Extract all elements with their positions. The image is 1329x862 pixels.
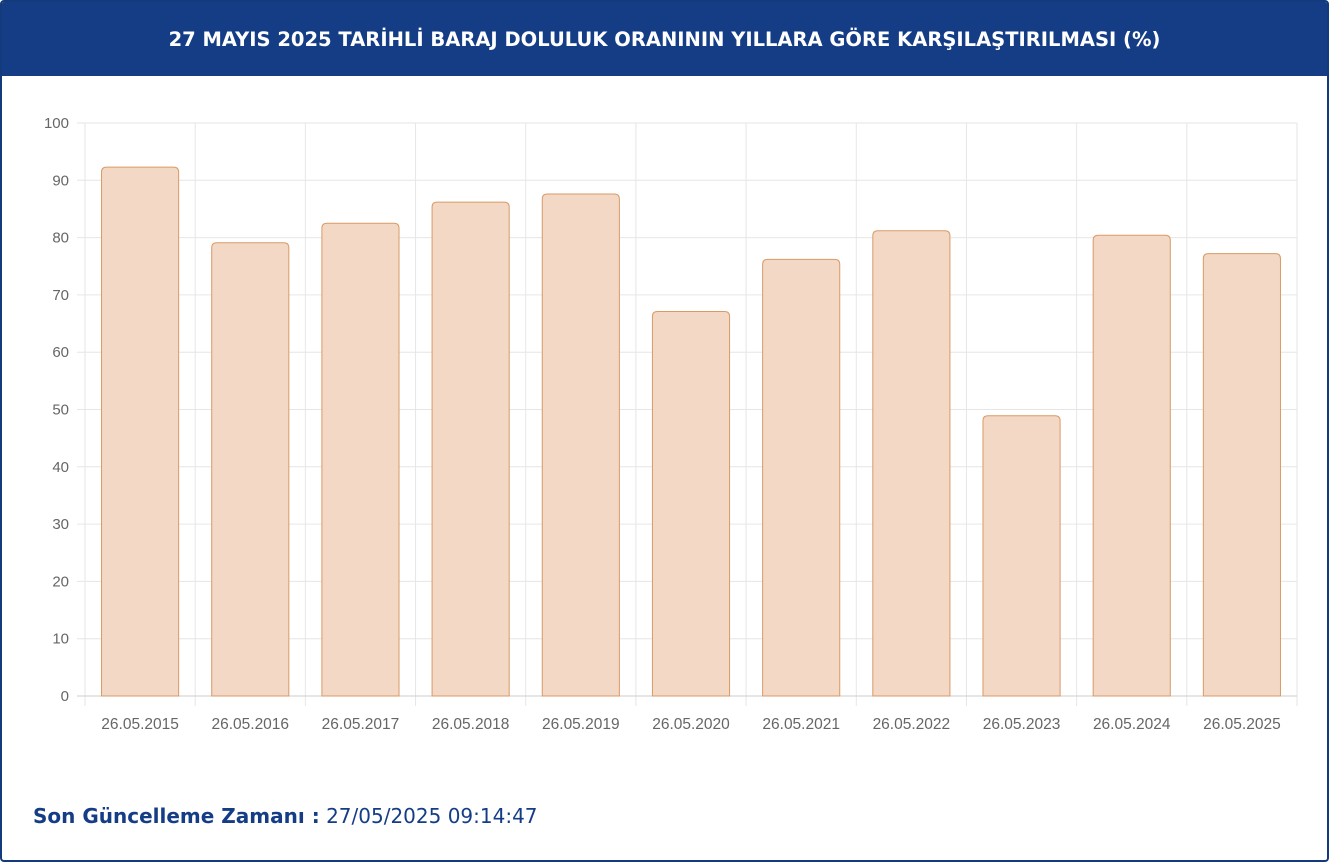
chart-header: 27 MAYIS 2025 TARİHLİ BARAJ DOLULUK ORAN… (2, 2, 1327, 76)
x-tick-label: 26.05.2021 (762, 716, 840, 733)
chart-title: 27 MAYIS 2025 TARİHLİ BARAJ DOLULUK ORAN… (168, 27, 1161, 51)
x-tick-label: 26.05.2016 (211, 716, 289, 733)
bar-chart: 0 10 20 30 40 50 60 70 80 90 100 26.05.2015 26.05.20… (44, 115, 1298, 733)
y-tick-label: 20 (52, 573, 69, 590)
bar (872, 230, 951, 697)
y-tick-label: 80 (52, 230, 69, 247)
y-tick-label: 30 (52, 516, 69, 533)
x-tick-label: 26.05.2023 (983, 716, 1061, 733)
y-tick-label: 10 (52, 631, 69, 648)
x-tick-label: 26.05.2015 (101, 716, 179, 733)
x-tick-label: 26.05.2025 (1203, 716, 1281, 733)
bar (762, 258, 841, 697)
x-tick-label: 26.05.2018 (432, 716, 510, 733)
x-tick-label: 26.05.2017 (322, 716, 400, 733)
last-update-label: Son Güncelleme Zamanı : (33, 804, 320, 828)
last-update: Son Güncelleme Zamanı : 27/05/2025 09:14… (33, 804, 538, 828)
x-tick-label: 26.05.2020 (652, 716, 730, 733)
bar (1202, 253, 1281, 697)
y-tick-label: 90 (52, 172, 69, 189)
y-tick-label: 40 (52, 459, 69, 476)
last-update-value: 27/05/2025 09:14:47 (326, 804, 538, 828)
x-tick-label: 26.05.2019 (542, 716, 620, 733)
bar (541, 193, 620, 697)
bar (101, 166, 180, 697)
y-tick-label: 70 (52, 287, 69, 304)
y-tick-label: 60 (52, 344, 69, 361)
bar (321, 222, 400, 697)
bar (211, 242, 290, 697)
x-tick-label: 26.05.2024 (1093, 716, 1171, 733)
x-tick-label: 26.05.2022 (873, 716, 951, 733)
bar (982, 415, 1061, 697)
bar (651, 311, 731, 697)
y-tick-label: 50 (52, 402, 69, 419)
bar (431, 201, 510, 697)
bar (1092, 234, 1171, 697)
y-tick-label: 100 (44, 115, 69, 132)
y-tick-label: 0 (61, 688, 69, 705)
